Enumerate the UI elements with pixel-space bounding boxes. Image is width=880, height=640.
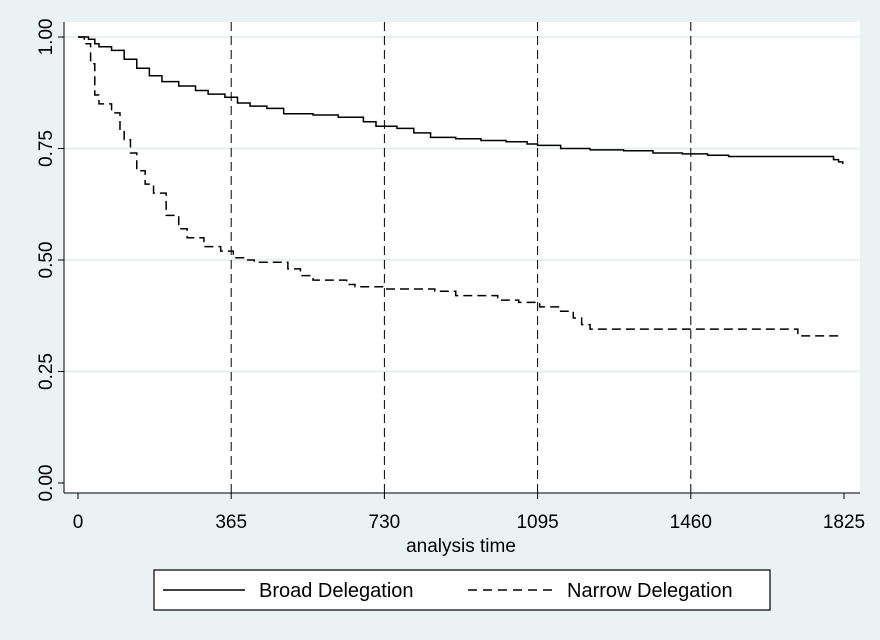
- series-group: [78, 36, 844, 337]
- reference-lines: [230, 22, 692, 493]
- legend-label-narrow: Narrow Delegation: [567, 580, 733, 602]
- x-tick-label: 730: [369, 512, 401, 533]
- y-ticks: 0.00 0.25 0.50 0.75 1.00: [36, 19, 64, 502]
- x-tick-label: 1825: [823, 512, 865, 533]
- legend-label-broad: Broad Delegation: [259, 580, 414, 602]
- legend: Broad Delegation Narrow Delegation: [153, 569, 771, 611]
- x-tick-label: 0: [73, 512, 84, 533]
- y-tick-label: 0.25: [36, 353, 57, 390]
- plot-area: [64, 22, 860, 493]
- x-tick-label: 365: [215, 512, 247, 533]
- x-ticks: 0 365 730 1095 1460 1825: [73, 493, 865, 533]
- y-gridlines: [64, 36, 860, 373]
- x-tick-label: 1095: [516, 512, 558, 533]
- series-line-broad-delegation: [78, 36, 844, 165]
- x-axis-title: analysis time: [406, 536, 516, 557]
- y-tick-label: 0.00: [36, 465, 57, 502]
- y-tick-label: 1.00: [36, 19, 57, 56]
- legend-box: [153, 569, 771, 611]
- series-line-narrow-delegation: [78, 36, 843, 337]
- x-tick-label: 1460: [670, 512, 712, 533]
- y-tick-label: 0.75: [36, 130, 57, 167]
- y-tick-label: 0.50: [36, 242, 57, 279]
